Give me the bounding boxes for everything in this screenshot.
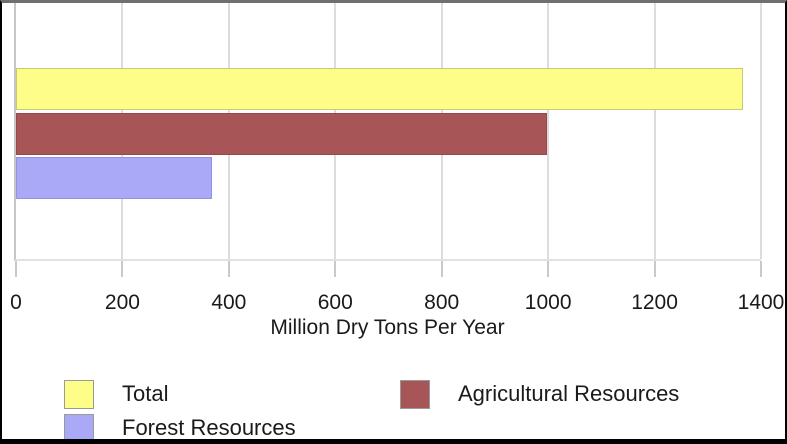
x-axis-tick-200 <box>121 261 124 277</box>
x-axis-tick-800 <box>440 261 443 277</box>
bar-total <box>16 68 743 110</box>
x-axis-tick-label-0: 0 <box>10 291 22 314</box>
x-axis-tick-label-600: 600 <box>317 291 353 314</box>
plot-area <box>14 3 762 261</box>
x-axis-tick-1400 <box>760 261 762 277</box>
x-axis-tick-label-800: 800 <box>424 291 460 314</box>
legend: Total Agricultural Resources Forest Resour… <box>2 373 785 440</box>
x-axis-tick-400 <box>227 261 230 277</box>
x-axis-tick-1000 <box>547 261 550 277</box>
legend-swatch-agricultural-resources <box>400 379 430 409</box>
x-axis-tick-1200 <box>653 261 656 277</box>
x-axis-tick-label-200: 200 <box>104 291 140 314</box>
legend-item-total: Total <box>64 379 168 409</box>
x-axis-tick-label-1200: 1200 <box>631 291 678 314</box>
legend-label-forest-resources: Forest Resources <box>122 415 296 440</box>
legend-swatch-forest-resources <box>64 413 94 439</box>
x-axis-tick-label-1400: 1400 <box>737 291 785 314</box>
bar-forest-resources <box>16 157 212 199</box>
x-axis-tick-label-400: 400 <box>211 291 247 314</box>
bar-agricultural-resources <box>16 112 548 155</box>
legend-label-agricultural-resources: Agricultural Resources <box>458 381 680 406</box>
gridline-1000 <box>547 3 550 259</box>
gridline-1200 <box>653 3 656 259</box>
x-axis-tick-label-1000: 1000 <box>524 291 572 314</box>
x-axis-tick-600 <box>334 261 337 277</box>
legend-swatch-total <box>64 379 94 409</box>
x-axis-tick-0 <box>15 261 17 277</box>
legend-label-total: Total <box>122 381 169 406</box>
legend-item-agricultural-resources: Agricultural Resources <box>400 379 679 409</box>
x-axis-title: Million Dry Tons Per Year <box>270 316 505 339</box>
gridline-1400 <box>760 3 762 259</box>
legend-item-forest-resources: Forest Resources <box>64 413 296 440</box>
